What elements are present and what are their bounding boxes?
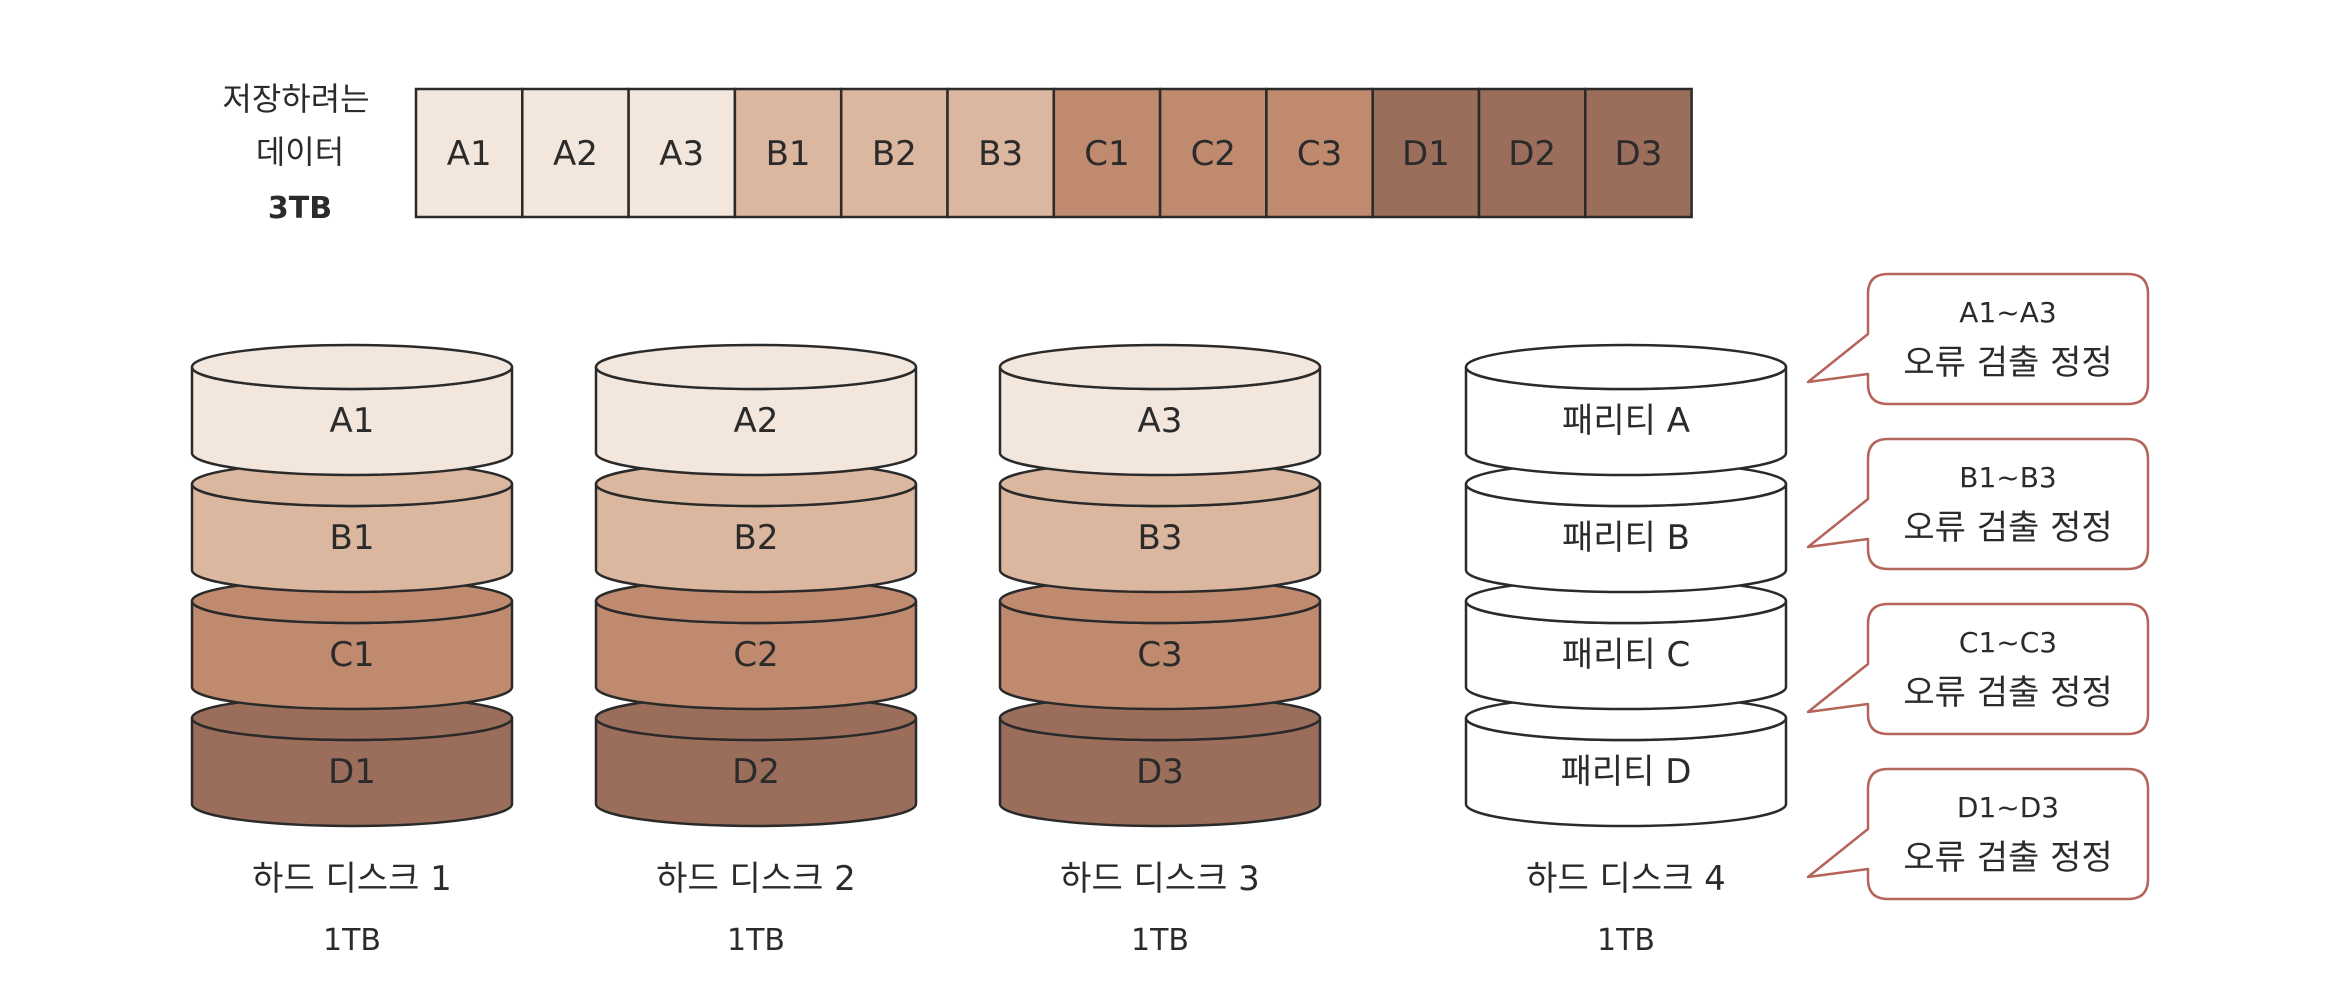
disk-slice: C2 (594, 577, 918, 711)
data-block-b1: B1 (733, 87, 843, 219)
callout-range: B1~B3 (1959, 461, 2057, 494)
data-block-label: C3 (1297, 134, 1342, 174)
disk-slice: D2 (594, 694, 918, 828)
data-block-strip: A1 A2 A3 B1 B2 B3 C1 C2 C3 D1 D2 D3 (414, 87, 1693, 219)
disk-capacity: 1TB (323, 923, 381, 958)
disk-slice: C1 (190, 577, 514, 711)
disk-slice: B3 (998, 460, 1322, 594)
disk-slice-label: D2 (732, 752, 780, 792)
disk-name: 하드 디스크 4 (1526, 859, 1726, 899)
callout-range: A1~A3 (1959, 296, 2056, 329)
disk-slice: 패리티 C (1464, 577, 1788, 711)
callout-text: 오류 검출 정정 (1903, 673, 2112, 713)
data-block-a2: A2 (521, 87, 630, 219)
data-block-d1: D1 (1371, 87, 1481, 219)
disk-slice: B2 (594, 460, 918, 594)
disk-slice: 패리티 D (1464, 694, 1788, 828)
data-block-c1: C1 (1052, 87, 1162, 219)
data-block-label: D2 (1508, 134, 1556, 174)
disk-slice: D1 (190, 694, 514, 828)
parity-callout: A1~A3 오류 검출 정정 (1806, 272, 2150, 406)
disk-slice-label: 패리티 D (1561, 752, 1692, 792)
data-label-line2: 데이터 (256, 133, 344, 171)
data-label-size: 3TB (268, 191, 332, 226)
data-block-b3: B3 (946, 87, 1056, 219)
data-block-c3: C3 (1265, 87, 1374, 219)
disk-capacity: 1TB (1597, 923, 1655, 958)
parity-callout: C1~C3 오류 검출 정정 (1806, 602, 2150, 736)
callout-range: D1~D3 (1957, 791, 2059, 824)
data-block-a3: A3 (627, 87, 737, 219)
data-label: 저장하려는 데이터 3TB (222, 80, 369, 226)
disk-slice: 패리티 B (1464, 460, 1788, 594)
disk-slice: B1 (190, 460, 514, 594)
data-block-label: B3 (978, 134, 1023, 174)
callout-text: 오류 검출 정정 (1903, 508, 2112, 548)
callout-range: C1~C3 (1959, 626, 2057, 659)
disk-name: 하드 디스크 1 (252, 859, 452, 899)
data-block-label: A2 (553, 134, 598, 174)
parity-callout: B1~B3 오류 검출 정정 (1806, 437, 2150, 571)
data-block-label: B2 (872, 134, 917, 174)
disk-slice-label: 패리티 A (1562, 401, 1690, 441)
data-block-label: D3 (1615, 134, 1663, 174)
parity-callout: D1~D3 오류 검출 정정 (1806, 767, 2150, 901)
disk-slice-label: B3 (1138, 518, 1183, 558)
disk-slice-label: C1 (329, 635, 374, 675)
callout-text: 오류 검출 정정 (1903, 838, 2112, 878)
data-block-b2: B2 (839, 87, 949, 219)
disk-slice: A2 (594, 343, 918, 477)
data-block-d3: D3 (1584, 87, 1693, 219)
disk-slice-label: A1 (330, 401, 375, 441)
disk-slice: A1 (190, 343, 514, 477)
data-block-label: C1 (1084, 134, 1129, 174)
data-block-label: C2 (1191, 134, 1236, 174)
disk-3: D3 C3 B3 A3 하드 디스크 3 1TB (998, 343, 1322, 958)
data-block-c2: C2 (1158, 87, 1268, 219)
disk-slice: A3 (998, 343, 1322, 477)
data-block-label: B1 (766, 134, 811, 174)
disk-slice: 패리티 A (1464, 343, 1788, 477)
disk-name: 하드 디스크 3 (1060, 859, 1260, 899)
disk-slice-label: A3 (1138, 401, 1183, 441)
disk-slice-label: 패리티 C (1562, 635, 1690, 675)
disk-slice-label: B1 (330, 518, 375, 558)
data-block-d2: D2 (1477, 87, 1587, 219)
disk-slice: D3 (998, 694, 1322, 828)
disk-name: 하드 디스크 2 (656, 859, 856, 899)
disk-4: 패리티 D 패리티 C 패리티 B 패리티 A 하드 디스크 4 1TB (1464, 343, 1788, 958)
data-block-label: A1 (447, 134, 492, 174)
data-block-a1: A1 (414, 87, 524, 219)
disk-2: D2 C2 B2 A2 하드 디스크 2 1TB (594, 343, 918, 958)
disk-capacity: 1TB (1131, 923, 1189, 958)
disk-slice-label: D3 (1136, 752, 1184, 792)
data-block-label: D1 (1402, 134, 1450, 174)
disk-slice-label: D1 (328, 752, 376, 792)
disk-slice-label: A2 (734, 401, 779, 441)
disk-capacity: 1TB (727, 923, 785, 958)
disk-slice-label: C3 (1137, 635, 1182, 675)
callout-text: 오류 검출 정정 (1903, 343, 2112, 383)
disk-slice-label: 패리티 B (1562, 518, 1690, 558)
disk-slice: C3 (998, 577, 1322, 711)
data-block-label: A3 (659, 134, 704, 174)
data-label-line1: 저장하려는 (222, 80, 369, 118)
disk-slice-label: C2 (733, 635, 778, 675)
disk-slice-label: B2 (734, 518, 779, 558)
disk-1: D1 C1 B1 A1 하드 디스크 1 1TB (190, 343, 514, 958)
